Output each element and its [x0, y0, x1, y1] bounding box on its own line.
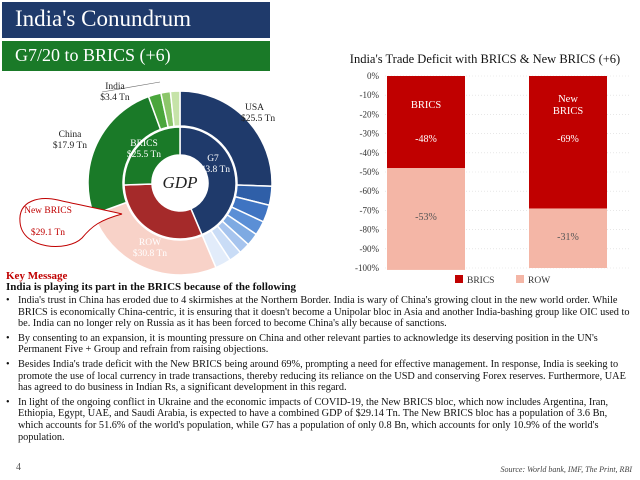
- key-message-bullets: India's trust in China has eroded due to…: [6, 295, 630, 446]
- bullet-item: Besides India's trade deficit with the N…: [6, 359, 630, 394]
- bar-brics: [529, 76, 607, 209]
- legend-label: ROW: [528, 276, 550, 286]
- slide-title: India's Conundrum: [15, 6, 191, 31]
- china-value: $17.9 Tn: [53, 140, 87, 151]
- bar-data-label-row: -31%: [557, 232, 579, 243]
- bar-data-label-brics: -48%: [415, 134, 437, 145]
- title-divider: [0, 38, 272, 40]
- bullet-item: India's trust in China has eroded due to…: [6, 295, 630, 330]
- bar-brics: [387, 76, 465, 169]
- slide-subtitle: G7/20 to BRICS (+6): [15, 45, 171, 65]
- india-label: India: [105, 82, 125, 92]
- y-tick-label: -40%: [360, 148, 380, 158]
- bar-data-label-brics: -69%: [557, 134, 579, 145]
- donut-center-label: GDP: [163, 173, 198, 192]
- donut-hole: [153, 156, 207, 210]
- inner-g7-value: $43.8 Tn: [196, 164, 230, 175]
- y-tick-label: -70%: [360, 205, 380, 215]
- new-brics-value: $29.1 Tn: [31, 227, 65, 238]
- inner-row-slice: [123, 183, 203, 240]
- key-message-label: Key Message: [6, 270, 68, 282]
- legend-swatch: [516, 275, 524, 283]
- india-leader-line: [101, 81, 161, 93]
- y-tick-label: 0%: [367, 71, 380, 81]
- y-tick-label: -90%: [360, 244, 380, 254]
- y-tick-label: -30%: [360, 129, 380, 139]
- bar-category-label: BRICS: [411, 100, 442, 111]
- inner-row-value: $30.8 Tn: [133, 248, 167, 259]
- y-tick-label: -50%: [360, 167, 380, 177]
- y-tick-label: -10%: [360, 90, 380, 100]
- bar-row: [387, 168, 465, 270]
- new-brics-label-line1: New BRICS: [24, 206, 72, 216]
- y-tick-label: -80%: [360, 225, 380, 235]
- bar-row: [529, 208, 607, 268]
- y-tick-label: -100%: [355, 263, 379, 273]
- legend-label: BRICS: [467, 276, 494, 286]
- china-label: China: [59, 130, 82, 140]
- new-brics-callout: [19, 198, 123, 247]
- usa-value: $25.5 Tn: [241, 113, 275, 124]
- india-value: $3.4 Tn: [100, 92, 130, 103]
- inner-brics-label: BRICS: [130, 139, 157, 149]
- bar-chart-title: India's Trade Deficit with BRICS & New B…: [349, 52, 621, 66]
- page-number: 4: [16, 462, 21, 473]
- bullet-item: By consenting to an expansion, it is mou…: [6, 333, 630, 356]
- inner-brics-slice: [123, 126, 181, 186]
- y-tick-label: -60%: [360, 186, 380, 196]
- bar-chart-legend: BRICS ROW: [455, 275, 550, 286]
- brics-member-slice: [169, 90, 181, 128]
- key-message-heading: India is playing its part in the BRICS b…: [6, 281, 297, 293]
- slide-subtitle-bar: G7/20 to BRICS (+6): [2, 41, 270, 71]
- bar-category-label: New: [558, 94, 578, 105]
- inner-g7-label: G7: [207, 154, 219, 164]
- bullet-item: In light of the ongoing conflict in Ukra…: [6, 397, 630, 443]
- inner-row-label: ROW: [139, 238, 161, 248]
- y-tick-label: -20%: [360, 109, 380, 119]
- inner-brics-value: $25.5 Tn: [127, 149, 161, 160]
- slide-title-bar: India's Conundrum: [2, 2, 270, 38]
- legend-swatch: [455, 275, 463, 283]
- bar-data-label-row: -53%: [415, 212, 437, 223]
- donut-slices: [87, 81, 273, 276]
- bar-category-label: BRICS: [553, 106, 584, 117]
- usa-label: USA: [245, 103, 264, 113]
- source-note: Source: World bank, IMF, The Print, RBI: [500, 465, 632, 474]
- inner-g7-slice: [179, 126, 237, 236]
